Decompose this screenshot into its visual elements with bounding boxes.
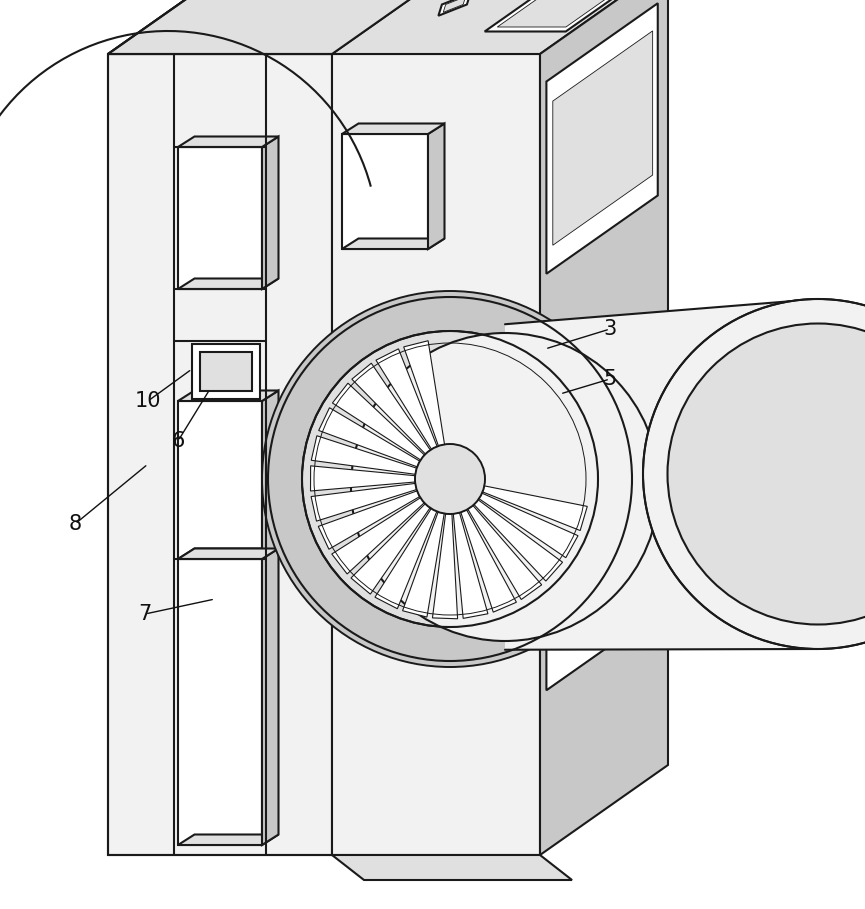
Polygon shape <box>332 384 425 460</box>
Polygon shape <box>428 124 445 249</box>
Polygon shape <box>468 505 541 600</box>
Text: 8: 8 <box>68 514 81 534</box>
Polygon shape <box>332 855 572 880</box>
Polygon shape <box>547 412 657 690</box>
Polygon shape <box>178 548 279 559</box>
Polygon shape <box>178 834 279 845</box>
Text: 10: 10 <box>135 391 161 411</box>
Polygon shape <box>479 494 578 558</box>
Text: 6: 6 <box>171 431 185 451</box>
Polygon shape <box>262 136 279 289</box>
Polygon shape <box>262 391 279 559</box>
Polygon shape <box>497 0 634 27</box>
Polygon shape <box>178 559 262 845</box>
Polygon shape <box>311 465 415 491</box>
Polygon shape <box>474 500 562 581</box>
Polygon shape <box>432 514 458 619</box>
Polygon shape <box>192 344 260 399</box>
Polygon shape <box>108 54 332 855</box>
Polygon shape <box>178 401 262 559</box>
Polygon shape <box>178 391 279 401</box>
Polygon shape <box>332 498 425 574</box>
Polygon shape <box>352 364 430 454</box>
Polygon shape <box>404 341 445 446</box>
Polygon shape <box>332 54 540 855</box>
Polygon shape <box>318 491 420 549</box>
Polygon shape <box>547 4 657 274</box>
Polygon shape <box>461 510 516 612</box>
Polygon shape <box>342 238 445 249</box>
Polygon shape <box>108 0 460 54</box>
Circle shape <box>668 324 865 624</box>
Polygon shape <box>483 485 587 531</box>
Circle shape <box>643 299 865 649</box>
Circle shape <box>302 331 598 627</box>
Circle shape <box>415 444 485 514</box>
Circle shape <box>262 291 638 667</box>
Polygon shape <box>351 504 430 594</box>
Text: 3: 3 <box>604 319 617 339</box>
Polygon shape <box>178 147 262 289</box>
Polygon shape <box>376 349 437 449</box>
Text: 5: 5 <box>604 369 617 389</box>
Polygon shape <box>311 435 417 474</box>
Polygon shape <box>342 124 445 134</box>
Polygon shape <box>332 0 668 54</box>
Polygon shape <box>178 136 279 147</box>
Text: 7: 7 <box>138 604 151 624</box>
Polygon shape <box>311 484 417 521</box>
Polygon shape <box>318 408 420 467</box>
Polygon shape <box>200 352 252 391</box>
Polygon shape <box>540 0 668 855</box>
Circle shape <box>351 333 659 641</box>
Polygon shape <box>178 278 279 289</box>
Polygon shape <box>443 0 465 13</box>
Polygon shape <box>262 548 279 845</box>
Polygon shape <box>402 512 445 617</box>
Polygon shape <box>108 0 460 54</box>
Polygon shape <box>453 513 488 618</box>
Polygon shape <box>342 134 428 249</box>
Polygon shape <box>375 508 437 609</box>
Polygon shape <box>178 548 279 559</box>
Polygon shape <box>505 299 818 650</box>
Polygon shape <box>553 31 652 245</box>
Polygon shape <box>484 0 646 32</box>
Polygon shape <box>439 0 471 15</box>
